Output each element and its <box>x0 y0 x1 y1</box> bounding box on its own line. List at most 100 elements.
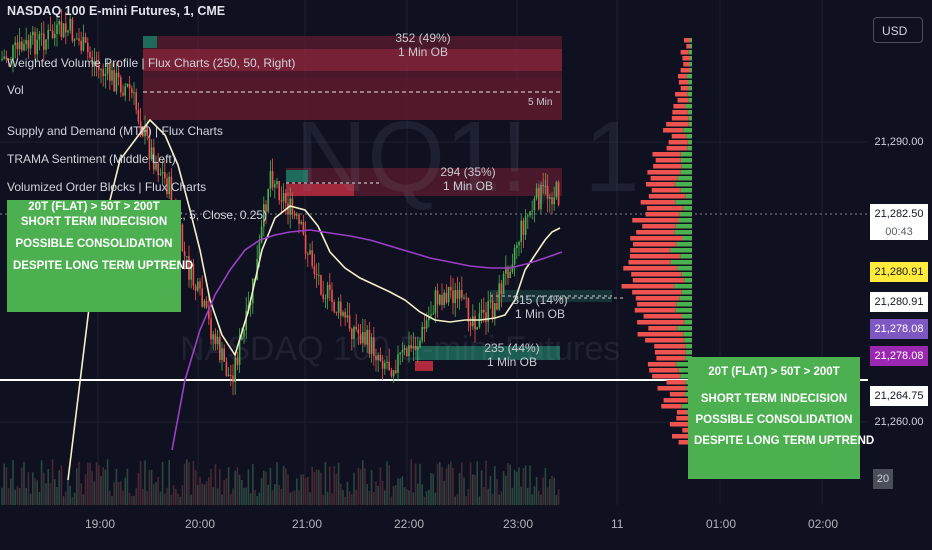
profile-bar-sell <box>680 68 690 73</box>
candle-body <box>93 61 96 64</box>
volume-bar <box>298 490 300 505</box>
price-label-last: 21,282.50 <box>870 204 928 224</box>
volume-bar <box>494 466 496 505</box>
profile-bar-sell <box>630 236 683 241</box>
candle-body <box>557 182 560 205</box>
currency-selector[interactable]: USD <box>873 17 923 43</box>
trama-right-line3: POSSIBLE CONSOLIDATION <box>695 414 853 426</box>
candle-body <box>296 214 298 216</box>
candle-body <box>293 213 296 216</box>
volume-bar <box>362 460 364 505</box>
volume-bar <box>291 491 294 505</box>
indicator-weighted-volume-profile[interactable]: Weighted Volume Profile | Flux Charts (2… <box>7 56 296 70</box>
volume-bar <box>245 487 247 505</box>
volume-bar <box>258 492 261 505</box>
volume-bar <box>76 468 78 505</box>
volume-bar <box>236 466 239 505</box>
volume-bar <box>199 476 201 505</box>
trama-left-line3: POSSIBLE CONSOLIDATION <box>15 238 173 250</box>
volume-bar <box>419 463 421 505</box>
profile-bar-buy <box>687 146 692 151</box>
volume-bar <box>120 481 122 505</box>
chart-title[interactable]: NASDAQ 100 E-mini Futures, 1, CME <box>7 4 226 18</box>
profile-bar-sell <box>651 188 681 193</box>
volume-bar <box>500 491 503 505</box>
candle-body <box>148 135 151 160</box>
profile-bar-buy <box>681 164 692 169</box>
profile-bar-sell <box>673 104 686 109</box>
volume-bar <box>183 463 186 505</box>
candle-body <box>480 309 483 314</box>
volume-bar <box>230 493 232 505</box>
profile-bar-sell <box>657 386 687 391</box>
volume-bar <box>377 485 379 505</box>
candle-body <box>21 41 23 51</box>
candle-body <box>76 38 78 40</box>
profile-bar-sell <box>646 206 684 211</box>
candle-body <box>49 29 52 31</box>
volume-bar <box>516 471 518 505</box>
volume-bar <box>384 490 386 505</box>
profile-bar-sell <box>678 80 689 85</box>
candle-body <box>84 36 87 43</box>
profile-bar-buy <box>679 212 692 217</box>
price-tick: 21,260.00 <box>874 416 924 428</box>
candle-body <box>139 121 142 132</box>
supply-zones[interactable] <box>143 36 612 371</box>
volume-bar <box>133 495 135 505</box>
profile-bar-sell <box>652 152 681 157</box>
candle-body <box>95 61 98 66</box>
candle-body <box>38 34 41 40</box>
volume-bar <box>520 486 522 505</box>
candle-body <box>439 294 441 305</box>
volume-bar <box>205 481 208 505</box>
profile-bar-buy <box>675 224 692 229</box>
candle-body <box>489 300 492 302</box>
volume-bar <box>474 474 476 505</box>
volume-bar <box>458 472 461 505</box>
candle-body <box>346 315 349 318</box>
trama-left-line4: DESPITE LONG TERM UPTREND <box>13 260 194 272</box>
volume-bar <box>203 484 206 505</box>
profile-bar-sell <box>630 248 671 253</box>
profile-bar-sell <box>632 278 685 283</box>
volume-bar <box>527 487 529 505</box>
volume-bar <box>412 492 415 505</box>
indicator-vol[interactable]: Vol <box>7 83 24 97</box>
volume-bar <box>513 469 516 505</box>
volume-bar <box>546 487 549 505</box>
volume-bar <box>454 496 456 505</box>
indicator-supply-demand[interactable]: Supply and Demand (MTF) | Flux Charts <box>7 124 223 138</box>
volume-bar <box>557 489 560 505</box>
volume-bar <box>524 465 527 505</box>
candle-body <box>377 354 379 361</box>
volume-bar <box>467 489 470 505</box>
indicator-volumized-order-blocks[interactable]: Volumized Order Blocks | Flux Charts <box>7 180 207 194</box>
volume-bar <box>252 463 254 505</box>
volume-bar <box>318 470 320 505</box>
candle-body <box>194 285 197 291</box>
candle-body <box>135 92 137 110</box>
indicator-trama-middle-left[interactable]: TRAMA Sentiment (Middle Left) <box>7 152 176 166</box>
candle-body <box>513 248 516 265</box>
volume-bar <box>331 493 333 505</box>
volume-scale-label: 20 <box>873 469 893 489</box>
candle-body <box>366 329 368 345</box>
ob-box-1-red <box>286 184 354 196</box>
profile-bar-buy <box>686 134 692 139</box>
candle-body <box>287 203 289 215</box>
candle-body <box>337 301 340 313</box>
time-label: 22:00 <box>394 517 425 531</box>
candle-body <box>276 181 278 185</box>
volume-bar <box>357 467 360 505</box>
candle-body <box>131 88 133 93</box>
candle-body <box>269 170 272 189</box>
profile-bar-buy <box>676 242 692 247</box>
candle-body <box>324 298 327 300</box>
profile-bar-buy <box>677 176 692 181</box>
profile-bar-sell <box>666 146 688 151</box>
volume-bar <box>395 484 397 505</box>
candle-body <box>388 361 390 371</box>
